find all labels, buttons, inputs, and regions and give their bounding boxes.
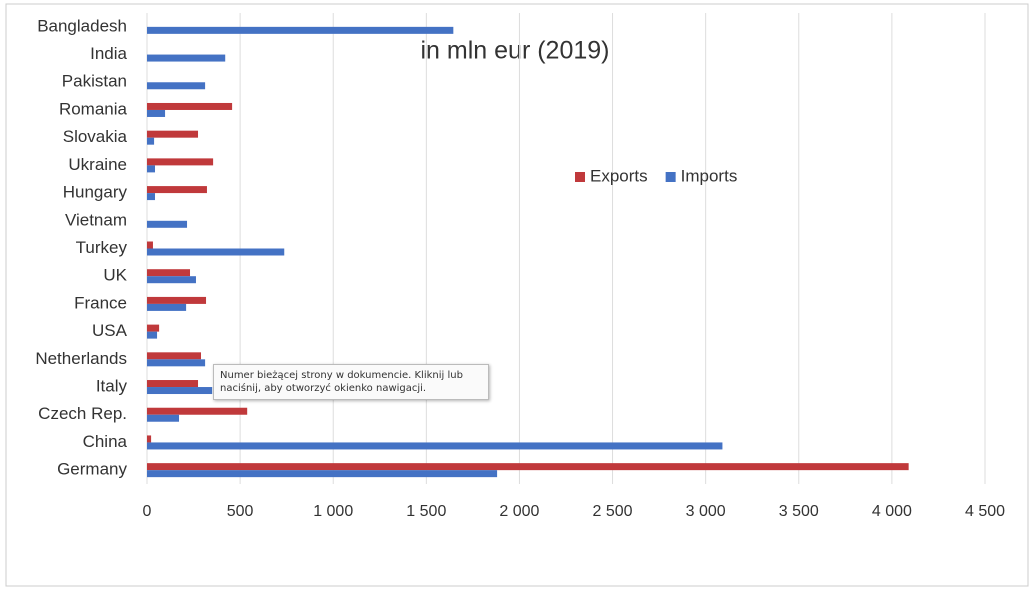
bar xyxy=(147,82,206,90)
bar xyxy=(147,241,153,249)
bar xyxy=(147,380,199,388)
y-tick-label: Italy xyxy=(96,377,128,396)
bar xyxy=(147,137,155,145)
y-tick-label: Hungary xyxy=(63,183,128,202)
bar xyxy=(147,109,166,117)
bar xyxy=(147,54,226,62)
bar xyxy=(147,324,160,332)
bar xyxy=(147,165,156,173)
chart-border xyxy=(5,3,1029,587)
legend-swatch xyxy=(575,172,585,182)
y-tick-label: Czech Rep. xyxy=(38,404,127,423)
bar xyxy=(147,296,207,304)
bar xyxy=(147,442,723,450)
bar xyxy=(147,463,909,471)
y-tick-label: France xyxy=(74,293,127,312)
y-tick-label: USA xyxy=(92,321,128,340)
x-tick-label: 1 000 xyxy=(313,503,353,520)
y-tick-label: Turkey xyxy=(76,238,128,257)
y-tick-label: Netherlands xyxy=(35,349,127,368)
bar xyxy=(147,248,285,256)
x-tick-label: 2 500 xyxy=(593,503,633,520)
x-tick-label: 2 000 xyxy=(499,503,539,520)
y-tick-label: Vietnam xyxy=(65,210,127,229)
y-tick-label: Germany xyxy=(57,460,127,479)
bar xyxy=(147,220,188,228)
bar xyxy=(147,470,498,478)
y-tick-label: Slovakia xyxy=(63,127,128,146)
bar xyxy=(147,158,214,166)
x-tick-label: 500 xyxy=(227,503,254,520)
bar xyxy=(147,352,202,360)
bar xyxy=(147,269,191,277)
y-tick-label: Ukraine xyxy=(68,155,127,174)
legend-swatch xyxy=(665,172,676,182)
bar xyxy=(147,276,196,284)
bar xyxy=(147,186,207,194)
x-tick-label: 4 500 xyxy=(965,503,1005,520)
y-tick-label: UK xyxy=(103,266,127,285)
legend-label: Exports xyxy=(590,166,648,185)
x-tick-label: 4 000 xyxy=(872,503,912,520)
bar xyxy=(147,130,199,138)
bar xyxy=(147,435,152,443)
tooltip: Numer bieżącej strony w dokumencie. Klik… xyxy=(213,364,489,400)
bar xyxy=(147,193,156,201)
x-tick-label: 3 000 xyxy=(686,503,726,520)
bar xyxy=(147,303,187,311)
chart-title: in mln eur (2019) xyxy=(421,37,610,65)
bar xyxy=(147,407,248,415)
y-tick-label: China xyxy=(83,432,128,451)
bar xyxy=(147,387,213,395)
bar xyxy=(147,26,454,34)
y-tick-label: Pakistan xyxy=(62,72,127,91)
x-tick-label: 1 500 xyxy=(406,503,446,520)
x-tick-label: 0 xyxy=(143,503,152,520)
bar xyxy=(147,331,158,339)
bar xyxy=(147,414,180,422)
bar xyxy=(147,359,206,367)
y-tick-label: India xyxy=(90,44,127,63)
legend-label: Imports xyxy=(681,166,738,185)
bar xyxy=(147,102,233,110)
y-tick-label: Romania xyxy=(59,99,128,118)
x-tick-label: 3 500 xyxy=(779,503,819,520)
y-tick-label: Bangladesh xyxy=(37,16,127,35)
